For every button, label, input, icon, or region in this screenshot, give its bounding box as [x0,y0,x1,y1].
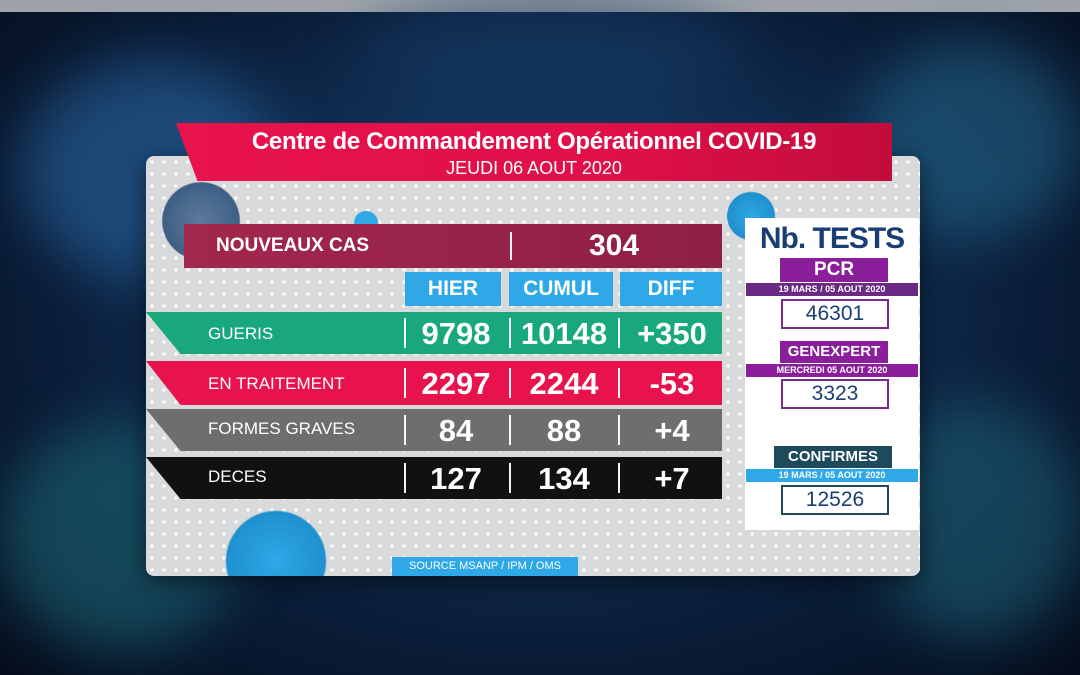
cell-cumul: 88 [546,413,582,448]
source-label: SOURCE MSANP / IPM / OMS [392,557,578,576]
cell-hier: 9798 [421,316,491,351]
separator [618,415,620,445]
separator [509,368,511,398]
cell-diff: +7 [654,461,690,496]
pcr-period: 19 MARS / 05 AOUT 2020 [746,283,918,296]
cell-hier: 84 [438,413,474,448]
background-blob [360,0,740,110]
genexpert-period: MERCREDI 05 AOUT 2020 [746,364,918,377]
separator [618,463,620,493]
pcr-value: 46301 [781,299,889,329]
confirmes-label: CONFIRMES [774,446,892,468]
pcr-label: PCR [780,258,888,282]
row-label: DECES [208,467,267,486]
column-header-diff: DIFF [620,272,722,306]
column-header-hier: HIER [405,272,501,306]
separator [510,232,512,260]
page-date: JEUDI 06 AOUT 2020 [446,158,622,178]
table-row-en-traitement: EN TRAITEMENT 2297 2244 -53 [146,361,722,405]
cell-cumul: 134 [538,461,590,496]
cell-diff: +4 [654,413,690,448]
table-row-gueris: GUERIS 9798 10148 +350 [146,312,722,354]
cell-hier: 2297 [421,366,491,401]
cell-cumul: 2244 [529,366,599,401]
table-row-deces: DECES 127 134 +7 [146,457,722,499]
separator [404,368,406,398]
cell-diff: +350 [637,316,707,351]
separator [404,463,406,493]
separator [509,415,511,445]
genexpert-label: GENEXPERT [780,341,888,363]
cell-cumul: 10148 [520,316,608,351]
title-banner [176,123,892,181]
row-label: EN TRAITEMENT [208,374,345,393]
row-label: GUERIS [208,324,274,343]
row-label: FORMES GRAVES [208,419,356,438]
separator [509,318,511,348]
column-header-cumul: CUMUL [509,272,613,306]
confirmes-period: 19 MARS / 05 AOUT 2020 [746,469,918,482]
separator [509,463,511,493]
cell-diff: -53 [649,366,695,401]
separator [404,318,406,348]
page-title: Centre de Commandement Opérationnel COVI… [251,128,817,155]
cell-hier: 127 [430,461,482,496]
new-cases-label: NOUVEAUX CAS [216,235,370,256]
confirmes-value: 12526 [781,485,889,515]
tests-title: Nb. TESTS [759,222,905,255]
new-cases-value: 304 [588,229,640,262]
separator [618,368,620,398]
genexpert-value: 3323 [781,379,889,409]
table-row-formes-graves: FORMES GRAVES 84 88 +4 [146,409,722,451]
new-cases-row: NOUVEAUX CAS 304 [184,224,722,268]
separator [404,415,406,445]
separator [618,318,620,348]
